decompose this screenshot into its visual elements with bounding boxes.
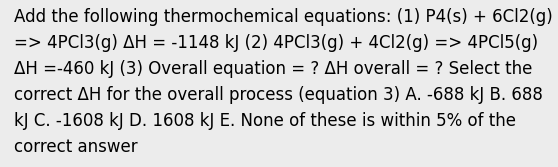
Text: Add the following thermochemical equations: (1) P4(s) + 6Cl2(g): Add the following thermochemical equatio… (14, 8, 553, 26)
Text: correct ΔH for the overall process (equation 3) A. -688 kJ B. 688: correct ΔH for the overall process (equa… (14, 86, 543, 104)
Text: => 4PCl3(g) ΔH = -1148 kJ (2) 4PCl3(g) + 4Cl2(g) => 4PCl5(g): => 4PCl3(g) ΔH = -1148 kJ (2) 4PCl3(g) +… (14, 34, 538, 52)
Text: ΔH =-460 kJ (3) Overall equation = ? ΔH overall = ? Select the: ΔH =-460 kJ (3) Overall equation = ? ΔH … (14, 60, 532, 78)
Text: correct answer: correct answer (14, 138, 138, 156)
Text: kJ C. -1608 kJ D. 1608 kJ E. None of these is within 5% of the: kJ C. -1608 kJ D. 1608 kJ E. None of the… (14, 112, 516, 130)
